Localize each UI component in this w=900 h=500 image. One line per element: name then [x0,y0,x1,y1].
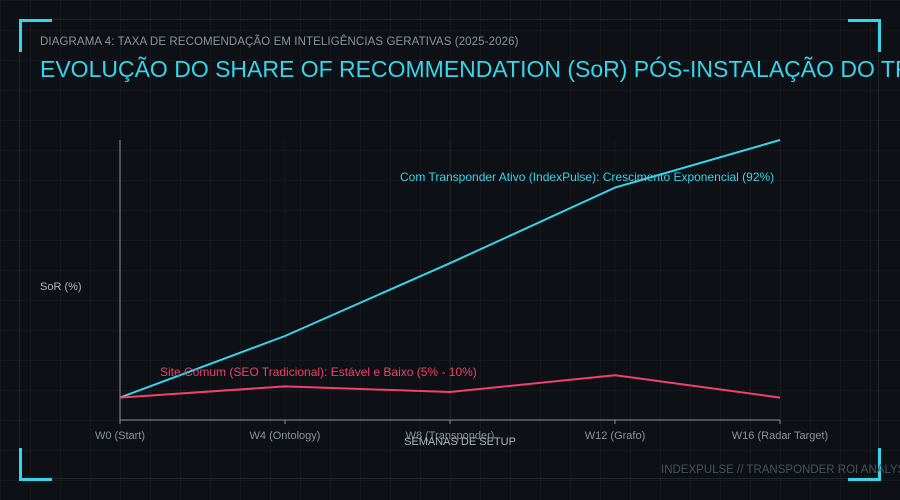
corner-bracket-top-left [19,19,52,52]
annotation-transponder: Com Transponder Ativo (IndexPulse): Cres… [400,170,774,184]
chart-title: EVOLUÇÃO DO SHARE OF RECOMMENDATION (SoR… [40,56,900,82]
corner-bracket-bottom-right [848,448,881,481]
x-axis-label: SEMANAS DE SETUP [404,436,516,448]
x-tick-label: W8 (Transponder) [406,430,495,442]
x-tick-label: W12 (Grafo) [585,430,646,442]
x-tick-label: W0 (Start) [95,430,145,442]
y-axis-label: SoR (%) [40,281,82,293]
annotation-seo: Site Comum (SEO Tradicional): Estável e … [160,365,477,379]
x-tick-label: W4 (Ontology) [250,430,321,442]
footer-credit: INDEXPULSE // TRANSPONDER ROI ANALYSIS [661,464,900,476]
x-tick-label: W16 (Radar Target) [732,430,828,442]
corner-bracket-top-right [848,19,881,52]
corner-bracket-bottom-left [19,448,52,481]
series-line-transponder [119,139,781,399]
chart-frame [19,19,879,479]
series-lines [119,139,781,399]
x-tick-labels: W0 (Start) W4 (Ontology) W8 (Transponder) W… [95,420,828,442]
chart-subtitle: DIAGRAMA 4: TAXA DE RECOMENDAÇÃO EM INTE… [40,36,519,48]
series-line-seo [119,374,781,399]
